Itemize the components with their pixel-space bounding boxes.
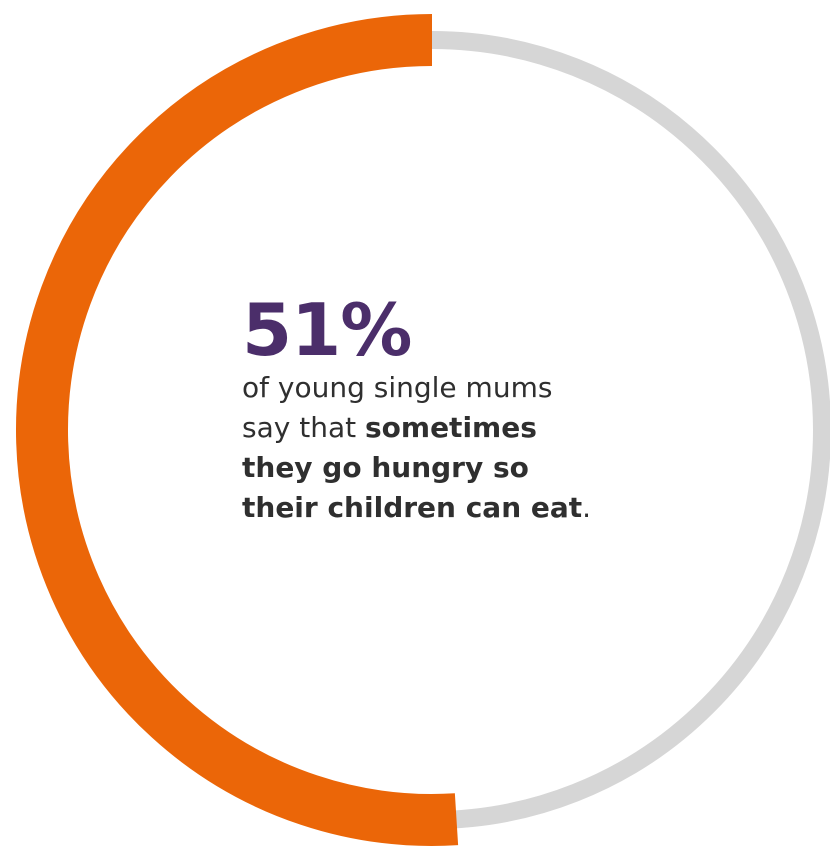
stat-desc-line2-bold: sometimes xyxy=(364,411,537,444)
stat-desc-line1: of young single mums xyxy=(242,371,553,404)
stat-desc-line2-plain: say that xyxy=(242,411,365,444)
stat-desc-line4-end: . xyxy=(582,491,592,524)
stat-description: of young single mums say that sometimes … xyxy=(242,368,702,528)
stat-desc-line4-bold: their children can eat xyxy=(242,491,583,524)
stat-value: 51% xyxy=(242,288,412,372)
stat-block: 51% of young single mums say that someti… xyxy=(242,292,702,528)
stat-desc-line3-bold: they go hungry so xyxy=(242,451,529,484)
donut-filled-arc xyxy=(16,14,459,846)
